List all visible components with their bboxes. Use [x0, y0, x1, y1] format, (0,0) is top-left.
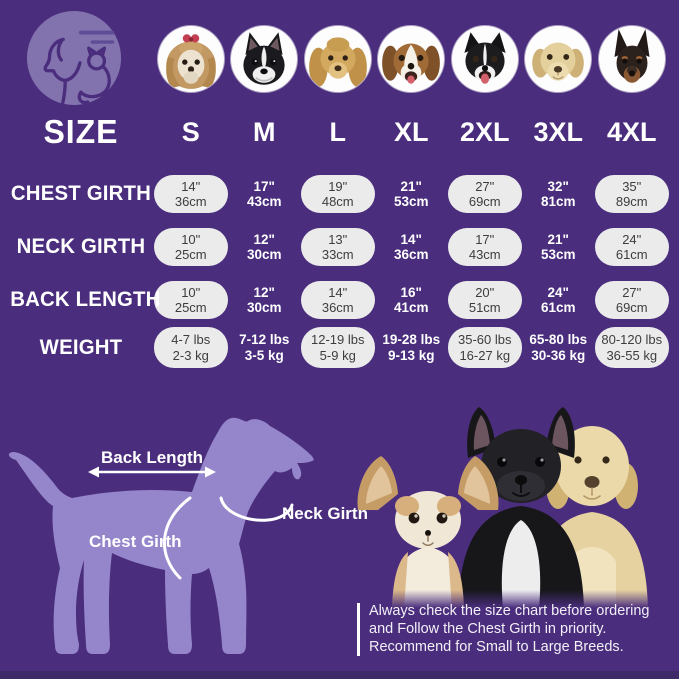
size-column-s: S [181, 116, 200, 147]
chest-girth-3xl: 32" 81cm [540, 178, 576, 210]
neck-girth-m: 12" 30cm [246, 231, 282, 263]
size-column-l: L [329, 116, 347, 147]
neck-girth-s: 10" 25cm [154, 228, 228, 266]
dog-cat-brand-logo-icon [26, 10, 122, 107]
neck-girth-4xl: 24" 61cm [595, 228, 669, 266]
size-column-m: M [253, 116, 276, 147]
chest-girth-4xl: 35" 89cm [595, 175, 669, 213]
weight-4xl: 80-120 lbs 36-55 kg [595, 327, 669, 368]
size-header-row: SIZE S M L XL 2XL 3XL 4XL [8, 112, 676, 152]
french-bulldog-photo-dog [458, 407, 584, 608]
neck-girth-diagram-label: Neck Girth [282, 504, 368, 523]
dog-photo-boston-terrier [231, 26, 298, 92]
dog-photo-shih-tzu [157, 26, 224, 92]
footer-strip [0, 671, 679, 679]
weight-row: WEIGHT 4-7 lbs 2-3 kg 7-12 lbs 3-5 kg 12-1… [8, 327, 676, 368]
back-length-l: 14" 36cm [301, 281, 375, 319]
dog-trio-photo [340, 402, 672, 608]
dog-photo-cocker-spaniel [304, 26, 371, 92]
note-accent-bar [357, 603, 360, 656]
chest-girth-diagram-label: Chest Girth [89, 532, 182, 551]
back-length-2xl: 20" 51cm [448, 281, 522, 319]
back-length-row: BACK LENGTH 10" 25cm 12" 30cm 14" 36cm 16" 4… [8, 281, 676, 319]
back-length-diagram-label: Back Length [100, 448, 204, 467]
dog-photo-doberman [598, 26, 665, 92]
note-line-2: and Follow the Chest Girth in priority. [369, 620, 607, 637]
size-note: Always check the size chart before order… [357, 603, 649, 656]
neck-girth-l: 13" 33cm [301, 228, 375, 266]
weight-l: 12-19 lbs 5-9 kg [301, 327, 375, 368]
back-length-3xl: 24" 61cm [540, 284, 576, 316]
back-length-xl: 16" 41cm [393, 284, 429, 316]
back-length-s: 10" 25cm [154, 281, 228, 319]
neck-girth-3xl: 21" 53cm [540, 231, 576, 263]
size-column-3xl: 3XL [533, 116, 584, 147]
weight-m: 7-12 lbs 3-5 kg [239, 332, 290, 363]
chest-girth-row: CHEST GIRTH 14" 36cm 17" 43cm 19" 48cm 21" 5… [8, 175, 676, 213]
weight-s: 4-7 lbs 2-3 kg [154, 327, 228, 368]
note-text: Always check the size chart before order… [369, 603, 649, 656]
row-label-chest-girth: CHEST GIRTH [10, 182, 152, 205]
neck-girth-curve [219, 496, 294, 522]
weight-xl: 19-28 lbs 9-13 kg [382, 332, 441, 363]
note-line-1: Always check the size chart before order… [369, 603, 650, 619]
row-label-neck-girth: NECK GIRTH [16, 235, 146, 258]
dog-photo-labrador [525, 26, 592, 92]
dog-photo-beagle [378, 26, 445, 92]
neck-girth-row: NECK GIRTH 10" 25cm 12" 30cm 13" 33cm 14" 36… [8, 228, 676, 266]
neck-girth-xl: 14" 36cm [393, 231, 429, 263]
breed-photo-row [8, 24, 676, 94]
size-title: SIZE [43, 113, 119, 150]
row-label-back-length: BACK LENGTH [10, 288, 161, 311]
dog-photo-border-collie [451, 26, 518, 92]
chest-girth-curve [162, 496, 192, 580]
chest-girth-s: 14" 36cm [154, 175, 228, 213]
neck-girth-2xl: 17" 43cm [448, 228, 522, 266]
chest-girth-l: 19" 48cm [301, 175, 375, 213]
size-column-2xl: 2XL [459, 116, 510, 147]
weight-3xl: 65-80 lbs 30-36 kg [529, 332, 588, 363]
row-label-weight: WEIGHT [39, 335, 123, 359]
measurement-diagram: Back Length Neck Girth Chest Girth [0, 408, 368, 679]
back-length-m: 12" 30cm [246, 284, 282, 316]
chest-girth-2xl: 27" 69cm [448, 175, 522, 213]
size-column-xl: XL [393, 116, 429, 147]
chest-girth-xl: 21" 53cm [393, 178, 429, 210]
weight-2xl: 35-60 lbs 16-27 kg [448, 327, 522, 368]
back-length-4xl: 27" 69cm [595, 281, 669, 319]
chest-girth-m: 17" 43cm [246, 178, 282, 210]
size-column-4xl: 4XL [606, 116, 657, 147]
note-line-3: Recommend for Small to Large Breeds. [369, 638, 624, 655]
dog-silhouette-illustration [8, 417, 315, 654]
